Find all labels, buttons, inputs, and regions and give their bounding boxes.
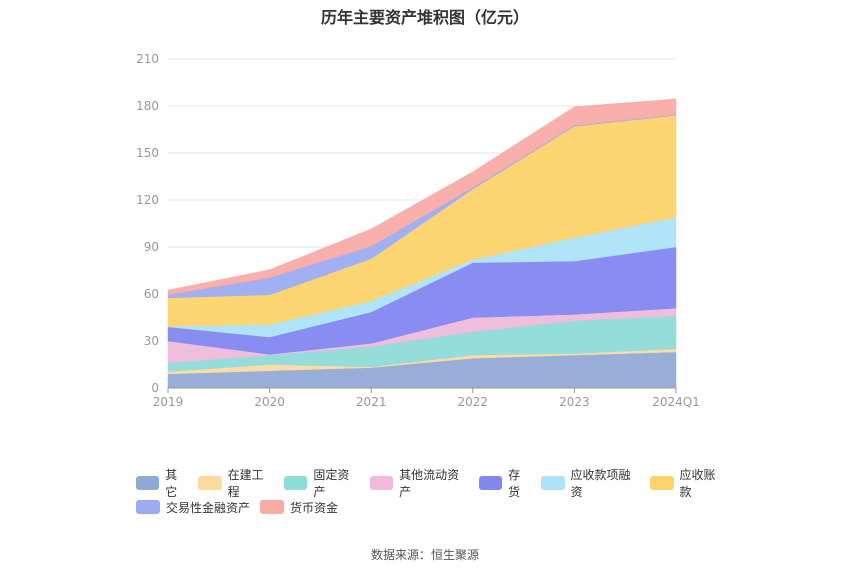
x-tick-label: 2021 [356,395,387,409]
chart-title: 历年主要资产堆积图（亿元） [320,8,529,27]
legend-row: 交易性金融资产 货币资金 [136,496,736,518]
legend-label: 固定资产 [313,468,350,499]
legend-item[interactable]: 应收账款 [650,466,726,500]
legend-item[interactable]: 其它 [136,466,188,500]
y-tick-label: 120 [136,193,159,207]
data-source: 数据来源：恒生聚源 [370,548,479,562]
legend-swatch [478,476,503,490]
legend-label: 其它 [165,468,178,499]
y-tick-label: 150 [136,146,159,160]
x-tick-label: 2022 [458,395,489,409]
x-tick-label: 2020 [254,395,285,409]
legend-label: 存货 [508,468,521,499]
legend-row: 其它 在建工程 固定资产 其他流动资产 存货 应收款项融资 应收账款 [136,468,736,499]
legend-label: 交易性金融资产 [166,500,251,515]
x-tick-label: 2019 [153,395,184,409]
legend-item[interactable]: 在建工程 [198,466,274,500]
legend-item[interactable]: 存货 [478,466,531,500]
legend-swatch [284,476,308,490]
legend-swatch [260,500,285,514]
y-tick-label: 210 [136,52,159,66]
legend-label: 在建工程 [227,468,264,499]
legend-swatch [198,476,222,490]
y-tick-label: 180 [136,99,159,113]
legend-label: 货币资金 [290,500,339,515]
legend-swatch [541,476,565,490]
legend-item[interactable]: 固定资产 [284,466,360,500]
legend-swatch [136,476,160,490]
y-tick-label: 30 [144,334,159,348]
legend-label: 应收款项融资 [570,468,631,499]
legend-swatch [369,476,394,490]
chart-legend: 其它 在建工程 固定资产 其他流动资产 存货 应收款项融资 应收账款交易性金融资产 货币资金 [136,468,736,520]
x-tick-label: 2023 [559,395,590,409]
legend-swatch [650,476,674,490]
y-tick-label: 0 [151,381,159,395]
legend-swatch [136,500,160,514]
legend-label: 其他流动资产 [399,468,460,499]
area-series [167,98,677,296]
legend-item[interactable]: 其他流动资产 [369,466,469,500]
legend-label: 应收账款 [679,468,716,499]
legend-item[interactable]: 货币资金 [260,499,338,516]
x-tick-label: 2024Q1 [652,395,700,409]
legend-item[interactable]: 应收款项融资 [541,466,640,500]
y-tick-label: 60 [144,287,159,301]
legend-item[interactable]: 交易性金融资产 [136,499,250,516]
y-tick-label: 90 [144,240,159,254]
stacked-area-chart: 0 30 60 90 120 150 180 210 2019 2020 2021 2022 2023 2… [136,52,700,409]
